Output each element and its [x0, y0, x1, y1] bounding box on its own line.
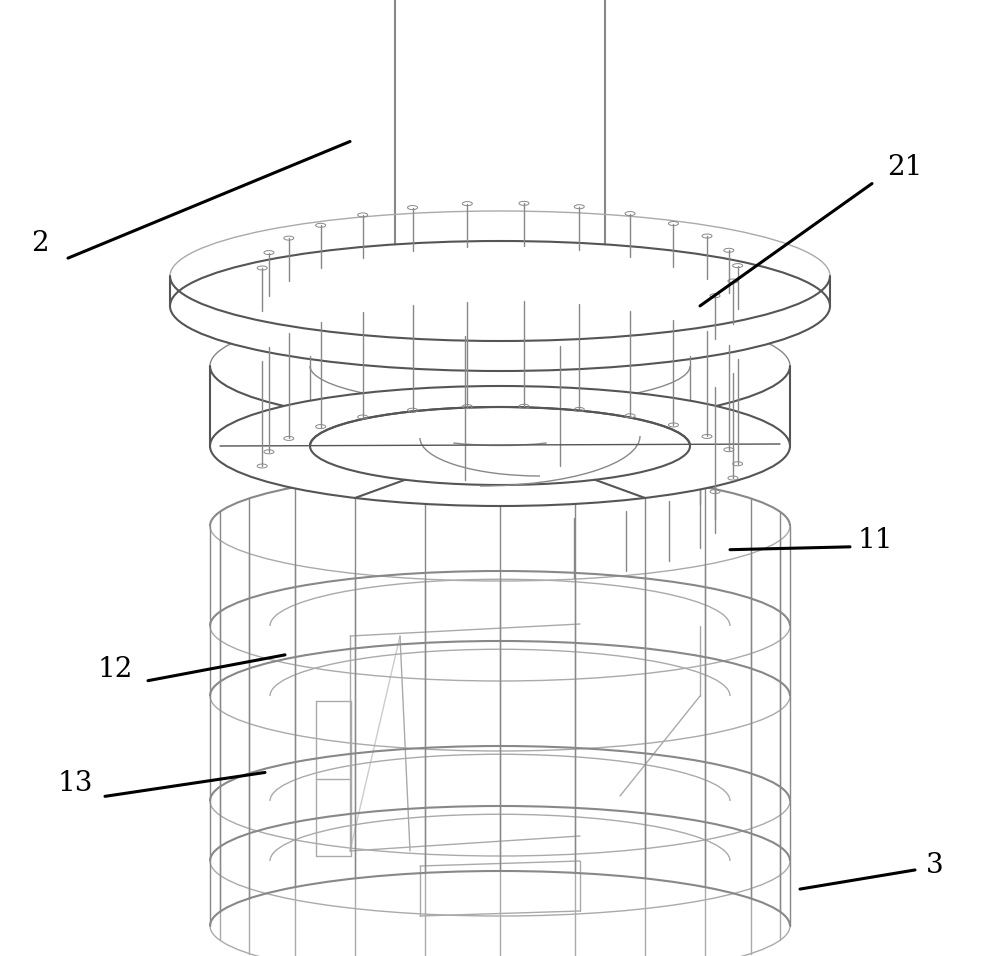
Ellipse shape	[210, 386, 790, 506]
Ellipse shape	[170, 241, 830, 371]
Text: 3: 3	[926, 852, 944, 879]
Ellipse shape	[310, 407, 690, 485]
Text: 11: 11	[857, 527, 893, 554]
Text: 13: 13	[57, 771, 93, 797]
Text: 12: 12	[97, 656, 133, 683]
Text: 21: 21	[887, 154, 923, 181]
Text: 2: 2	[31, 230, 49, 257]
